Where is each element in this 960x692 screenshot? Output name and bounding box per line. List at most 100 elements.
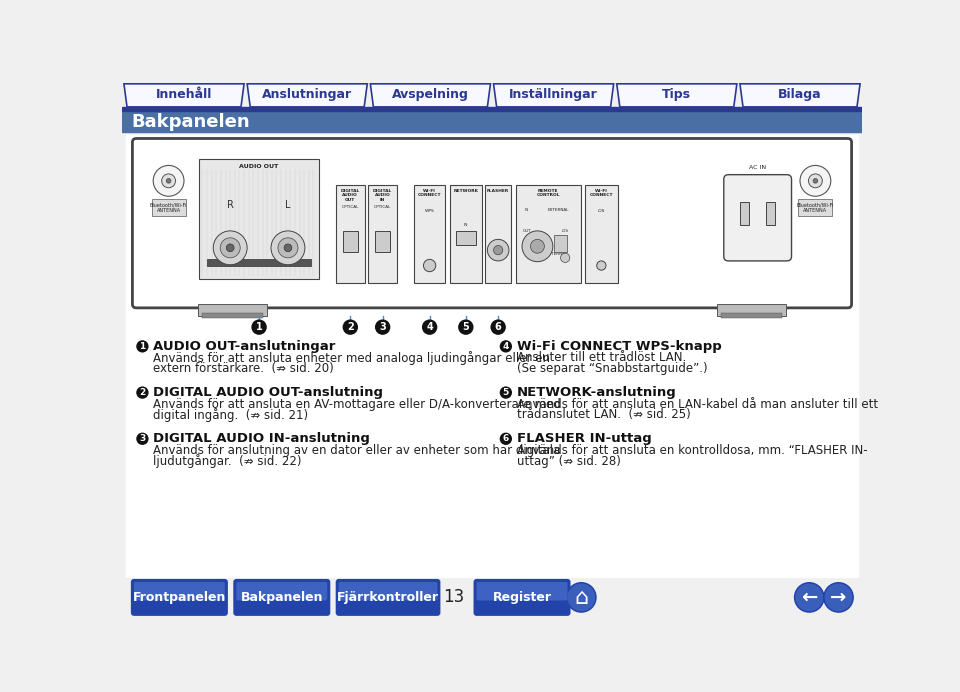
Text: 6: 6: [503, 435, 509, 444]
Text: 2: 2: [139, 388, 146, 397]
Circle shape: [278, 238, 298, 258]
Circle shape: [136, 432, 149, 445]
Text: Används för anslutning av en dator eller av enheter som har digitala: Används för anslutning av en dator eller…: [154, 444, 561, 457]
FancyBboxPatch shape: [236, 582, 327, 601]
Text: WPS: WPS: [424, 209, 435, 213]
Circle shape: [531, 239, 544, 253]
Text: WI-FI
CONNECT: WI-FI CONNECT: [589, 188, 613, 197]
Polygon shape: [493, 84, 613, 107]
FancyBboxPatch shape: [339, 582, 438, 601]
Text: Wi-Fi CONNECT WPS-knapp: Wi-Fi CONNECT WPS-knapp: [516, 340, 721, 353]
Polygon shape: [124, 84, 244, 107]
Circle shape: [825, 583, 852, 611]
Circle shape: [343, 320, 358, 335]
FancyBboxPatch shape: [132, 138, 852, 308]
Text: (Se separat “Snabbstartguide”.): (Se separat “Snabbstartguide”.): [516, 362, 708, 375]
Text: R: R: [227, 201, 233, 210]
Text: Tips: Tips: [662, 89, 691, 102]
Circle shape: [796, 583, 823, 611]
Bar: [202, 313, 263, 318]
Bar: [200, 159, 319, 279]
Text: FLASHER: FLASHER: [487, 188, 510, 192]
Text: Bilaga: Bilaga: [779, 89, 822, 102]
Circle shape: [136, 340, 149, 352]
Text: Bluetooth/Wi-Fi
ANTENNA: Bluetooth/Wi-Fi ANTENNA: [797, 202, 834, 213]
Text: Används för att ansluta en kontrolldosa, mm. “FLASHER IN-: Används för att ansluta en kontrolldosa,…: [516, 444, 867, 457]
Text: ⌂: ⌂: [574, 588, 588, 608]
Text: DIGITAL AUDIO IN-anslutning: DIGITAL AUDIO IN-anslutning: [154, 432, 370, 445]
Text: FLASHER IN-uttag: FLASHER IN-uttag: [516, 432, 652, 445]
Polygon shape: [616, 84, 737, 107]
Bar: [375, 231, 391, 253]
Bar: [123, 107, 861, 111]
Circle shape: [823, 582, 853, 613]
Text: digital ingång.  (⇏ sid. 21): digital ingång. (⇏ sid. 21): [154, 408, 308, 422]
Bar: [414, 185, 445, 283]
Bar: [207, 260, 311, 266]
Circle shape: [154, 165, 184, 197]
Text: Används för att ansluta en LAN-kabel då man ansluter till ett: Används för att ansluta en LAN-kabel då …: [516, 398, 877, 410]
Circle shape: [500, 386, 512, 399]
Text: REMOTE
CONTROL: REMOTE CONTROL: [537, 188, 560, 197]
Circle shape: [161, 174, 176, 188]
Circle shape: [252, 320, 267, 335]
Text: IN: IN: [524, 208, 529, 212]
Text: DIGITAL
AUDIO
IN: DIGITAL AUDIO IN: [373, 188, 393, 202]
Bar: [516, 185, 581, 283]
Text: 5: 5: [463, 322, 469, 332]
FancyBboxPatch shape: [724, 174, 792, 261]
Bar: [586, 185, 617, 283]
Text: extern förstärkare.  (⇏ sid. 20): extern förstärkare. (⇏ sid. 20): [154, 362, 334, 375]
Text: Register: Register: [492, 591, 552, 604]
Text: OUT: OUT: [522, 229, 531, 233]
Text: Anslutningar: Anslutningar: [262, 89, 352, 102]
Bar: [449, 185, 482, 283]
Text: 6: 6: [494, 322, 501, 332]
Bar: [123, 579, 861, 616]
Bar: [721, 313, 782, 318]
Circle shape: [227, 244, 234, 252]
FancyBboxPatch shape: [233, 579, 330, 616]
Bar: [336, 185, 365, 283]
Text: 5: 5: [503, 388, 509, 397]
Circle shape: [166, 179, 171, 183]
Text: Avspelning: Avspelning: [392, 89, 468, 102]
Text: uttag” (⇏ sid. 28): uttag” (⇏ sid. 28): [516, 455, 620, 468]
Circle shape: [284, 244, 292, 252]
Circle shape: [800, 165, 830, 197]
Circle shape: [491, 320, 506, 335]
Circle shape: [561, 253, 570, 262]
Polygon shape: [247, 84, 368, 107]
Text: INTERNAL: INTERNAL: [548, 253, 568, 257]
Text: Innehåll: Innehåll: [156, 89, 212, 102]
Text: 13: 13: [443, 588, 464, 606]
Bar: [766, 202, 776, 226]
Text: WI-FI
CONNECT: WI-FI CONNECT: [418, 188, 442, 197]
Text: OPTICAL: OPTICAL: [374, 205, 392, 209]
FancyBboxPatch shape: [134, 582, 225, 601]
Polygon shape: [371, 84, 491, 107]
Circle shape: [458, 320, 473, 335]
Text: AUDIO OUT: AUDIO OUT: [239, 164, 278, 169]
Bar: [343, 231, 358, 253]
Text: Fjärrkontroller: Fjärrkontroller: [337, 591, 439, 604]
Bar: [198, 304, 267, 316]
FancyBboxPatch shape: [476, 582, 567, 601]
Text: Bakpanelen: Bakpanelen: [241, 591, 323, 604]
Text: ljudutgångar.  (⇏ sid. 22): ljudutgångar. (⇏ sid. 22): [154, 454, 301, 468]
Circle shape: [522, 231, 553, 262]
Text: AC IN: AC IN: [749, 165, 766, 170]
Text: OPTICAL: OPTICAL: [342, 205, 359, 209]
Text: NETWORK-anslutning: NETWORK-anslutning: [516, 386, 677, 399]
Bar: [799, 199, 832, 216]
Polygon shape: [740, 84, 860, 107]
Text: iOS: iOS: [598, 209, 605, 213]
Text: IN: IN: [464, 224, 468, 227]
Bar: [554, 235, 566, 252]
Text: DIGITAL
AUDIO
OUT: DIGITAL AUDIO OUT: [341, 188, 360, 202]
Text: ←: ←: [801, 588, 817, 607]
Text: 4: 4: [426, 322, 433, 332]
Circle shape: [493, 246, 503, 255]
Bar: [127, 135, 857, 577]
Bar: [152, 199, 185, 216]
